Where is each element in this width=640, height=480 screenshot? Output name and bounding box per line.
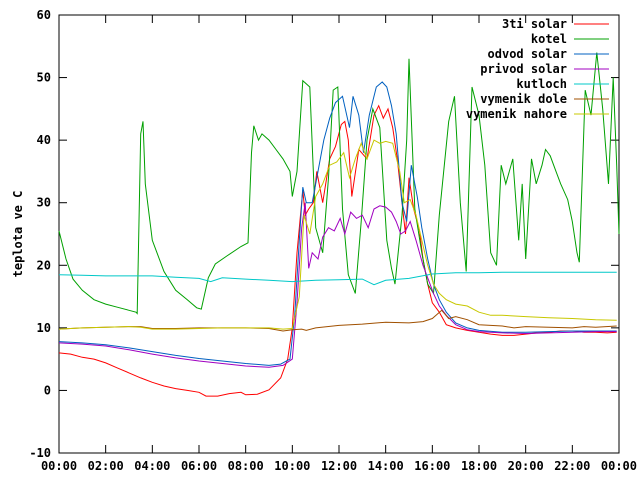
x-tick-label: 00:00 <box>41 459 77 473</box>
y-axis-label: teplota ve C <box>11 191 25 278</box>
legend-label: privod solar <box>480 62 567 76</box>
y-tick-label: 50 <box>37 71 51 85</box>
y-tick-label: 60 <box>37 8 51 22</box>
legend-label: 3ti solar <box>502 17 567 31</box>
legend-label: kotel <box>531 32 567 46</box>
series-line-odvod-solar <box>58 81 617 366</box>
x-tick-label: 02:00 <box>88 459 124 473</box>
legend-label: vymenik dole <box>480 92 567 106</box>
x-tick-label: 00:00 <box>601 459 637 473</box>
series-line-privod-solar <box>58 202 617 368</box>
series-group <box>58 52 620 397</box>
x-tick-label: 04:00 <box>134 459 170 473</box>
x-tick-label: 18:00 <box>461 459 497 473</box>
legend-label: kutloch <box>516 77 567 91</box>
series-line-kotel <box>58 52 620 315</box>
x-tick-label: 22:00 <box>554 459 590 473</box>
y-tick-label: 30 <box>37 196 51 210</box>
x-tick-label: 12:00 <box>321 459 357 473</box>
x-tick-label: 20:00 <box>508 459 544 473</box>
series-line-vymenik-dole <box>58 309 617 332</box>
y-tick-label: 40 <box>37 133 51 147</box>
series-line-vymenik-nahore <box>58 139 617 330</box>
x-tick-label: 16:00 <box>414 459 450 473</box>
y-tick-label: 20 <box>37 258 51 272</box>
x-axis-ticks: 00:00 02:00 04:00 06:00 08:00 10:00 12:00 14:00… <box>41 15 637 473</box>
y-tick-label: 10 <box>37 321 51 335</box>
x-tick-label: 14:00 <box>368 459 404 473</box>
y-tick-label: 0 <box>44 383 51 397</box>
x-tick-label: 10:00 <box>274 459 310 473</box>
legend-label: vymenik nahore <box>466 107 567 121</box>
x-tick-label: 06:00 <box>181 459 217 473</box>
legend-label: odvod solar <box>488 47 567 61</box>
y-tick-label: -10 <box>29 446 51 460</box>
series-line-3ti-solar <box>58 104 617 397</box>
x-tick-label: 08:00 <box>228 459 264 473</box>
series-line-kutloch <box>58 271 617 286</box>
y-axis-ticks: -10 0 10 20 30 40 50 60 <box>29 8 619 460</box>
